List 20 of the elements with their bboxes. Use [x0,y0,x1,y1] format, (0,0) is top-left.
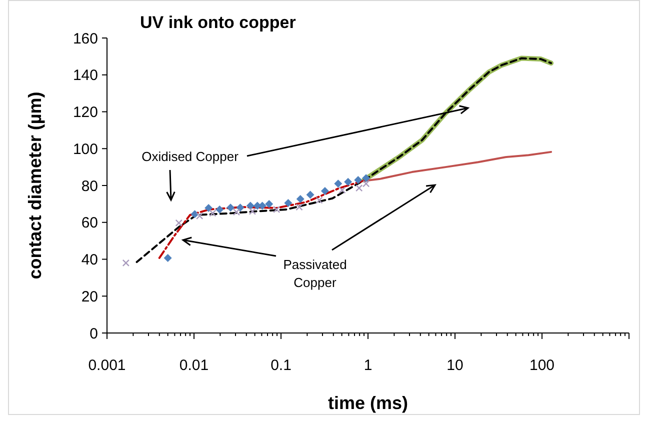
x-tick-label: 100 [529,357,555,374]
x-tick-label: 10 [446,357,464,374]
y-tick-label: 160 [72,30,98,48]
y-axis-title: contact diameter (µm) [25,92,45,280]
x-tick-label: 0.1 [270,357,292,374]
y-tick-label: 100 [72,140,98,158]
x-tick-label: 1 [364,357,372,374]
chart-title: UV ink onto copper [140,13,296,32]
y-tick-label: 20 [81,288,98,306]
annotation: Passivated Copper [283,257,347,290]
x-tick-label: 0.01 [179,357,209,374]
y-tick-label: 40 [81,252,98,268]
y-tick-label: 60 [81,214,98,232]
y-tick-label: 120 [72,104,98,121]
y-tick-label: 140 [72,67,98,84]
x-tick-label: 0.001 [88,357,126,374]
x-axis-title: time (ms) [328,393,408,413]
y-tick-label: 80 [81,178,98,195]
annotation: Oxidised Copper [142,149,240,164]
y-tick-label: 0 [90,325,98,342]
